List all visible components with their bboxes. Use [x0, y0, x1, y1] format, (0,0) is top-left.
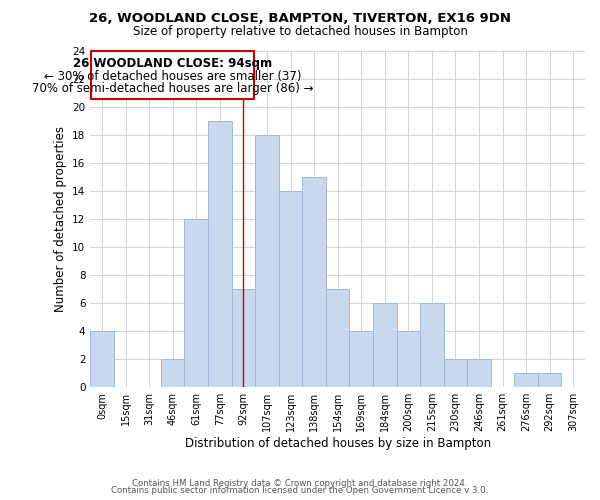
Y-axis label: Number of detached properties: Number of detached properties [53, 126, 67, 312]
Text: Size of property relative to detached houses in Bampton: Size of property relative to detached ho… [133, 25, 467, 38]
Bar [255, 136, 279, 387]
Bar [467, 359, 491, 387]
Bar [349, 332, 373, 387]
Bar [514, 373, 538, 387]
Bar [302, 178, 326, 387]
Text: 26 WOODLAND CLOSE: 94sqm: 26 WOODLAND CLOSE: 94sqm [73, 57, 272, 70]
Text: 26, WOODLAND CLOSE, BAMPTON, TIVERTON, EX16 9DN: 26, WOODLAND CLOSE, BAMPTON, TIVERTON, E… [89, 12, 511, 26]
Bar [538, 373, 562, 387]
Text: ← 30% of detached houses are smaller (37): ← 30% of detached houses are smaller (37… [44, 70, 301, 82]
Bar [161, 359, 184, 387]
Bar [208, 122, 232, 387]
FancyBboxPatch shape [91, 52, 254, 99]
Bar [373, 304, 397, 387]
Text: Contains public sector information licensed under the Open Government Licence v : Contains public sector information licen… [112, 486, 488, 495]
Text: Contains HM Land Registry data © Crown copyright and database right 2024.: Contains HM Land Registry data © Crown c… [132, 478, 468, 488]
Bar [232, 290, 255, 387]
Bar [279, 192, 302, 387]
X-axis label: Distribution of detached houses by size in Bampton: Distribution of detached houses by size … [185, 437, 491, 450]
Bar [90, 332, 114, 387]
Bar [326, 290, 349, 387]
Bar [443, 359, 467, 387]
Text: 70% of semi-detached houses are larger (86) →: 70% of semi-detached houses are larger (… [32, 82, 313, 96]
Bar [397, 332, 420, 387]
Bar [184, 220, 208, 387]
Bar [420, 304, 443, 387]
